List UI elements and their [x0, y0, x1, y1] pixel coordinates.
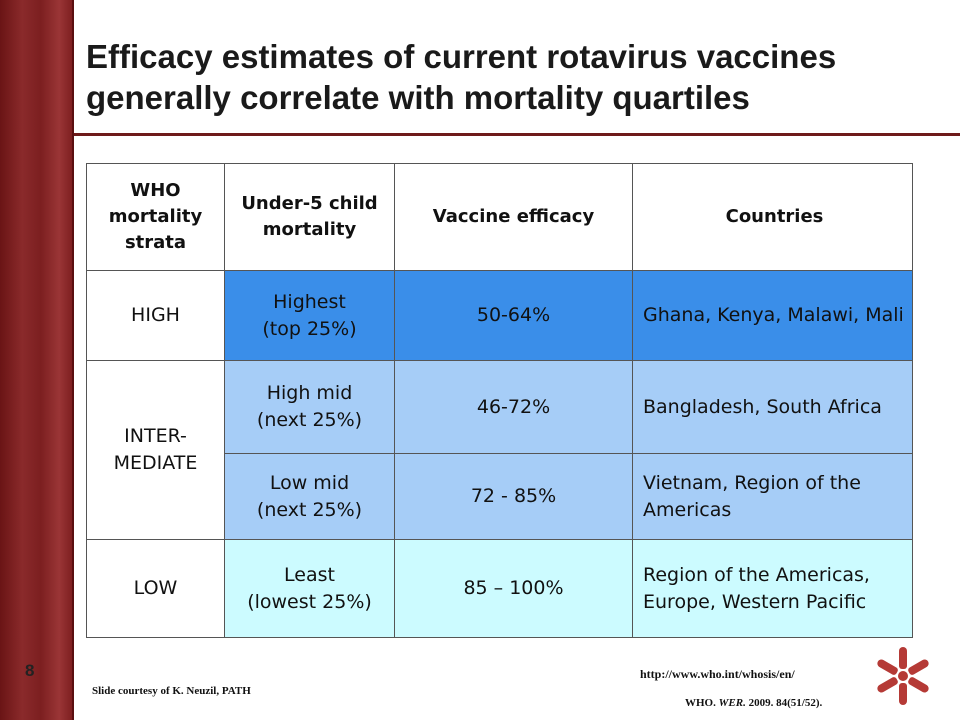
table-row: Low mid (next 25%) 72 - 85% Vietnam, Reg…: [87, 453, 913, 540]
header-under5-mortality: Under-5 child mortality: [224, 163, 395, 271]
mortality-label: High mid: [266, 382, 353, 404]
mortality-cell: Least (lowest 25%): [224, 539, 395, 638]
reference-journal: WER.: [718, 697, 746, 709]
mortality-cell: Low mid (next 25%): [224, 453, 395, 540]
countries-cell: Ghana, Kenya, Malawi, Mali: [632, 270, 913, 361]
mortality-range: (top 25%): [262, 317, 357, 340]
mortality-label: Least: [284, 563, 335, 586]
strata-cell-low: LOW: [86, 539, 225, 638]
strata-intermediate-line2: MEDIATE: [113, 452, 198, 474]
mortality-range: (lowest 25%): [247, 590, 372, 613]
mortality-label: Low mid: [269, 471, 350, 494]
page-number: 8: [25, 661, 35, 680]
header-strata: WHO mortality strata: [86, 163, 225, 271]
slide-courtesy: Slide courtesy of K. Neuzil, PATH: [92, 685, 251, 697]
strata-cell-high: HIGH: [86, 270, 225, 361]
header-countries: Countries: [632, 163, 913, 271]
table-row: INTER- MEDIATE High mid (next 25%) 46-72…: [86, 360, 913, 540]
countries-cell: Bangladesh, South Africa: [632, 360, 913, 454]
table-row: HIGH Highest (top 25%) 50-64% Ghana, Ken…: [86, 270, 913, 361]
countries-cell: Region of the Americas, Europe, Western …: [632, 539, 913, 638]
source-url: http://www.who.int/whosis/en/: [640, 667, 795, 681]
title-divider: [74, 133, 960, 136]
strata-cell-intermediate: INTER- MEDIATE: [86, 360, 225, 540]
countries-cell: Vietnam, Region of the Americas: [632, 453, 913, 540]
header-vaccine-efficacy: Vaccine efficacy: [394, 163, 633, 271]
efficacy-table: WHO mortality strata Under-5 child morta…: [86, 163, 913, 638]
reference-suffix: 2009. 84(51/52).: [748, 697, 823, 709]
reference-prefix: WHO.: [685, 697, 716, 709]
mortality-cell: Highest (top 25%): [224, 270, 395, 361]
efficacy-cell: 50-64%: [394, 270, 633, 361]
who-style-emblem-icon: [877, 647, 929, 705]
slide-title: Efficacy estimates of current rotavirus …: [86, 38, 837, 116]
table-header-row: WHO mortality strata Under-5 child morta…: [86, 163, 913, 271]
mortality-label: Highest: [273, 290, 346, 313]
efficacy-cell: 46-72%: [394, 360, 633, 454]
decorative-side-bar: [0, 0, 74, 720]
efficacy-cell: 72 - 85%: [394, 453, 633, 540]
efficacy-cell: 85 – 100%: [394, 539, 633, 638]
mortality-range: (next 25%): [256, 409, 363, 431]
source-reference: WHO. WER. 2009. 84(51/52).: [685, 697, 822, 709]
mortality-cell: High mid (next 25%): [224, 360, 395, 454]
mortality-range: (next 25%): [256, 498, 363, 521]
strata-intermediate-line1: INTER-: [124, 425, 187, 447]
table-row: LOW Least (lowest 25%) 85 – 100% Region …: [86, 539, 913, 638]
